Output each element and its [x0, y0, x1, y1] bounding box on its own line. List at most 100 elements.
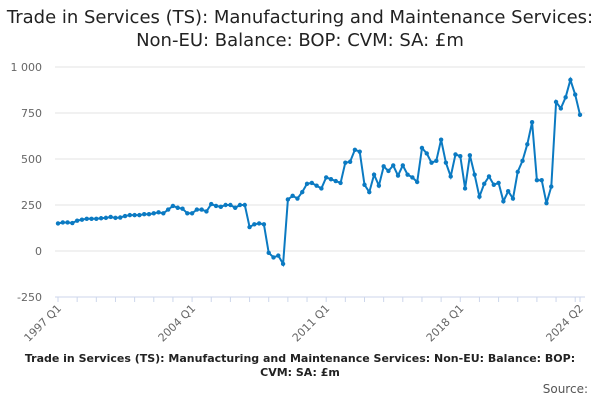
- data-point[interactable]: [271, 255, 276, 260]
- data-point[interactable]: [314, 183, 319, 188]
- data-point[interactable]: [448, 174, 453, 179]
- data-point[interactable]: [151, 211, 156, 216]
- data-point[interactable]: [185, 211, 190, 216]
- data-point[interactable]: [304, 181, 310, 187]
- data-point[interactable]: [501, 199, 506, 204]
- data-point[interactable]: [424, 151, 429, 156]
- data-point[interactable]: [137, 212, 142, 218]
- data-point[interactable]: [218, 204, 224, 210]
- data-point[interactable]: [338, 180, 343, 186]
- data-point[interactable]: [386, 168, 391, 174]
- data-point[interactable]: [309, 180, 315, 186]
- data-point[interactable]: [505, 189, 511, 194]
- data-point[interactable]: [482, 181, 487, 187]
- data-point[interactable]: [276, 253, 281, 258]
- data-point[interactable]: [558, 106, 564, 111]
- data-point[interactable]: [343, 160, 348, 165]
- data-point[interactable]: [319, 186, 324, 191]
- data-point[interactable]: [108, 214, 113, 220]
- data-point[interactable]: [429, 160, 434, 165]
- data-point[interactable]: [391, 163, 396, 168]
- data-point[interactable]: [74, 218, 80, 223]
- data-point[interactable]: [285, 197, 291, 202]
- data-point[interactable]: [237, 202, 243, 208]
- data-point[interactable]: [510, 196, 516, 201]
- data-point[interactable]: [477, 194, 482, 199]
- data-point[interactable]: [333, 178, 338, 184]
- data-point[interactable]: [438, 137, 444, 142]
- data-point[interactable]: [127, 212, 133, 218]
- data-point[interactable]: [352, 147, 358, 152]
- data-point[interactable]: [467, 153, 473, 158]
- data-point[interactable]: [98, 216, 104, 221]
- data-point[interactable]: [458, 154, 463, 159]
- data-point[interactable]: [563, 95, 568, 100]
- data-point[interactable]: [534, 177, 540, 183]
- data-point[interactable]: [462, 186, 468, 191]
- data-point[interactable]: [209, 201, 214, 207]
- data-point[interactable]: [525, 142, 530, 147]
- data-point[interactable]: [113, 215, 118, 221]
- data-point[interactable]: [577, 112, 583, 118]
- data-point[interactable]: [161, 211, 166, 216]
- data-point[interactable]: [242, 202, 247, 208]
- data-point[interactable]: [165, 207, 171, 212]
- data-point[interactable]: [443, 160, 449, 165]
- data-point[interactable]: [228, 202, 233, 208]
- data-point[interactable]: [553, 99, 559, 105]
- data-point[interactable]: [371, 172, 377, 177]
- data-point[interactable]: [539, 177, 544, 183]
- data-point[interactable]: [266, 250, 271, 256]
- data-point[interactable]: [170, 203, 176, 209]
- data-point[interactable]: [414, 179, 420, 185]
- data-point[interactable]: [544, 200, 549, 206]
- data-point[interactable]: [573, 92, 578, 97]
- data-point[interactable]: [103, 215, 109, 221]
- data-point[interactable]: [395, 173, 401, 178]
- data-point[interactable]: [247, 224, 252, 230]
- data-point[interactable]: [65, 220, 70, 225]
- data-point[interactable]: [55, 221, 61, 226]
- data-point[interactable]: [491, 182, 496, 187]
- data-point[interactable]: [486, 174, 492, 179]
- data-point[interactable]: [89, 216, 94, 221]
- data-point[interactable]: [323, 175, 329, 180]
- data-point[interactable]: [453, 152, 458, 157]
- data-point[interactable]: [189, 211, 195, 216]
- data-point[interactable]: [223, 202, 228, 208]
- data-point[interactable]: [256, 221, 262, 226]
- data-point[interactable]: [84, 216, 89, 221]
- data-point[interactable]: [381, 164, 386, 169]
- data-point[interactable]: [496, 180, 501, 186]
- data-point[interactable]: [199, 207, 204, 212]
- data-point[interactable]: [194, 207, 200, 212]
- data-point[interactable]: [60, 220, 65, 225]
- data-point[interactable]: [180, 206, 185, 211]
- data-point[interactable]: [419, 145, 425, 151]
- data-point[interactable]: [367, 189, 372, 195]
- data-point[interactable]: [142, 212, 147, 217]
- data-point[interactable]: [261, 222, 267, 227]
- data-point[interactable]: [410, 175, 415, 180]
- data-point[interactable]: [347, 159, 353, 164]
- data-point[interactable]: [94, 216, 99, 221]
- data-point[interactable]: [213, 203, 219, 209]
- data-point[interactable]: [204, 209, 209, 214]
- data-point[interactable]: [515, 169, 520, 175]
- data-point[interactable]: [122, 213, 128, 219]
- data-point[interactable]: [295, 196, 300, 201]
- data-point[interactable]: [132, 212, 137, 218]
- data-point[interactable]: [529, 120, 535, 125]
- data-point[interactable]: [520, 158, 525, 164]
- data-point[interactable]: [400, 163, 406, 168]
- data-point[interactable]: [252, 222, 257, 227]
- data-point[interactable]: [357, 149, 362, 154]
- data-point[interactable]: [232, 205, 238, 210]
- data-point[interactable]: [472, 172, 477, 177]
- data-point[interactable]: [79, 217, 85, 222]
- data-point[interactable]: [146, 212, 152, 217]
- data-point[interactable]: [405, 172, 410, 177]
- data-point[interactable]: [156, 210, 161, 215]
- data-point[interactable]: [362, 182, 367, 187]
- data-point[interactable]: [290, 193, 295, 198]
